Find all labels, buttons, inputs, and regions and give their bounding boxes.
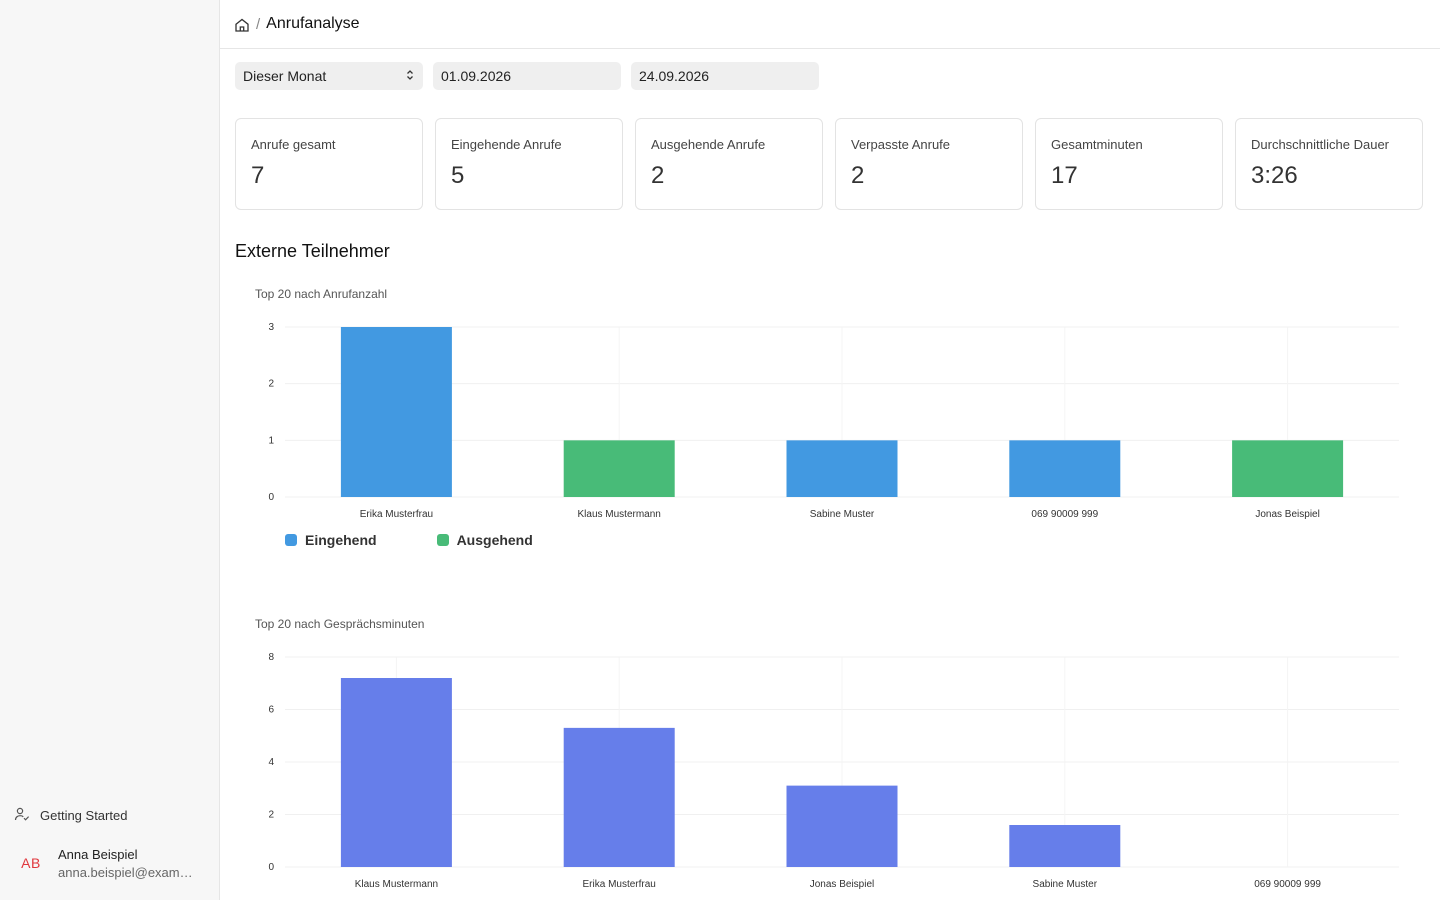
stat-value: 5 — [451, 162, 465, 189]
date-from-field[interactable]: 01.09.2026 — [433, 62, 621, 90]
stat-label: Gesamtminuten — [1051, 137, 1143, 152]
avatar: AB — [21, 855, 41, 871]
x-tick-label: 069 90009 999 — [1254, 879, 1321, 890]
chart-bar[interactable] — [786, 785, 898, 867]
chart-bar[interactable] — [340, 678, 452, 867]
date-to-field[interactable]: 24.09.2026 — [631, 62, 819, 90]
y-tick-label: 0 — [268, 492, 274, 503]
home-icon[interactable] — [234, 15, 250, 33]
y-tick-label: 2 — [268, 810, 274, 821]
chevron-up-down-icon — [405, 68, 415, 84]
chart-bar[interactable] — [563, 727, 675, 867]
stat-card-total-calls: Anrufe gesamt 7 — [235, 118, 423, 210]
getting-started-link[interactable]: Getting Started — [14, 806, 127, 825]
sidebar: Getting Started AB Anna Beispiel anna.be… — [0, 0, 220, 900]
legend-swatch — [436, 534, 449, 546]
stat-label: Ausgehende Anrufe — [651, 137, 766, 152]
breadcrumb-separator: / — [256, 15, 261, 33]
stat-label: Eingehende Anrufe — [451, 137, 562, 152]
chart-minutes: 0 2 4 6 8 Klaus Mustermann Erika Musterfrau Jon… — [268, 652, 1399, 890]
x-tick-label: 069 90009 999 — [1031, 509, 1098, 520]
chart-legend: Eingehend Ausgehend — [285, 532, 533, 548]
stat-value: 17 — [1051, 162, 1078, 189]
chart-bar[interactable] — [1232, 440, 1344, 497]
stat-value: 2 — [851, 162, 865, 189]
period-select[interactable]: Dieser Monat — [235, 62, 423, 90]
y-tick-label: 3 — [268, 322, 274, 333]
stats-cards: Anrufe gesamt 7 Eingehende Anrufe 5 Ausg… — [235, 118, 1423, 210]
page-title: Anrufanalyse — [266, 15, 360, 32]
user-profile[interactable]: AB Anna Beispiel anna.beispiel@example.c… — [14, 846, 198, 880]
stat-card-average-duration: Durchschnittliche Dauer 3:26 — [1235, 118, 1423, 210]
breadcrumb: / Anrufanalyse — [220, 0, 1440, 49]
main-content: / Anrufanalyse Dieser Monat 01.09.2026 2… — [220, 0, 1440, 900]
legend-label: Eingehend — [305, 532, 377, 548]
user-name: Anna Beispiel — [58, 846, 138, 862]
stat-card-outgoing-calls: Ausgehende Anrufe 2 — [635, 118, 823, 210]
period-select-value: Dieser Monat — [243, 68, 327, 84]
x-tick-label: Klaus Mustermann — [578, 509, 661, 520]
user-email: anna.beispiel@example.com — [58, 864, 198, 880]
stat-label: Verpasste Anrufe — [851, 137, 951, 152]
x-tick-label: Klaus Mustermann — [355, 879, 438, 890]
legend-item-incoming[interactable]: Eingehend — [285, 532, 377, 548]
x-tick-label: Erika Musterfrau — [583, 879, 656, 890]
chart-bar[interactable] — [786, 440, 898, 497]
legend-label: Ausgehend — [456, 532, 533, 548]
chart-bar[interactable] — [1009, 440, 1121, 497]
x-tick-label: Jonas Beispiel — [1255, 509, 1319, 520]
chart-subtitle-call-count: Top 20 nach Anrufanzahl — [255, 287, 388, 301]
stat-card-total-minutes: Gesamtminuten 17 — [1035, 118, 1223, 210]
x-tick-label: Jonas Beispiel — [810, 879, 874, 890]
y-tick-label: 8 — [268, 652, 274, 663]
chart-call-count: 0 1 2 3 Erika Musterfrau Klaus Mustermann Sabi… — [268, 322, 1399, 520]
y-tick-label: 2 — [268, 379, 274, 390]
stat-label: Anrufe gesamt — [251, 137, 336, 152]
x-tick-label: Erika Musterfrau — [360, 509, 433, 520]
stat-label: Durchschnittliche Dauer — [1251, 137, 1390, 152]
stat-value: 3:26 — [1251, 162, 1298, 189]
user-check-icon — [14, 806, 30, 825]
stat-card-incoming-calls: Eingehende Anrufe 5 — [435, 118, 623, 210]
getting-started-label: Getting Started — [40, 808, 128, 823]
chart-bar[interactable] — [1009, 825, 1121, 867]
legend-swatch — [285, 534, 297, 546]
stat-value: 7 — [251, 162, 265, 189]
section-title: Externe Teilnehmer — [235, 241, 390, 261]
y-tick-label: 1 — [268, 435, 274, 446]
y-tick-label: 4 — [268, 757, 274, 768]
chart-bar[interactable] — [563, 440, 675, 497]
stat-value: 2 — [651, 162, 665, 189]
chart-subtitle-minutes: Top 20 nach Gesprächsminuten — [255, 617, 425, 631]
y-tick-label: 0 — [268, 862, 274, 873]
legend-item-outgoing[interactable]: Ausgehend — [436, 532, 533, 548]
x-tick-label: Sabine Muster — [1033, 879, 1098, 890]
filter-bar: Dieser Monat 01.09.2026 24.09.2026 — [235, 62, 819, 90]
chart-bar[interactable] — [340, 327, 452, 497]
stat-card-missed-calls: Verpasste Anrufe 2 — [835, 118, 1023, 210]
x-tick-label: Sabine Muster — [810, 509, 875, 520]
y-tick-label: 6 — [268, 705, 274, 716]
